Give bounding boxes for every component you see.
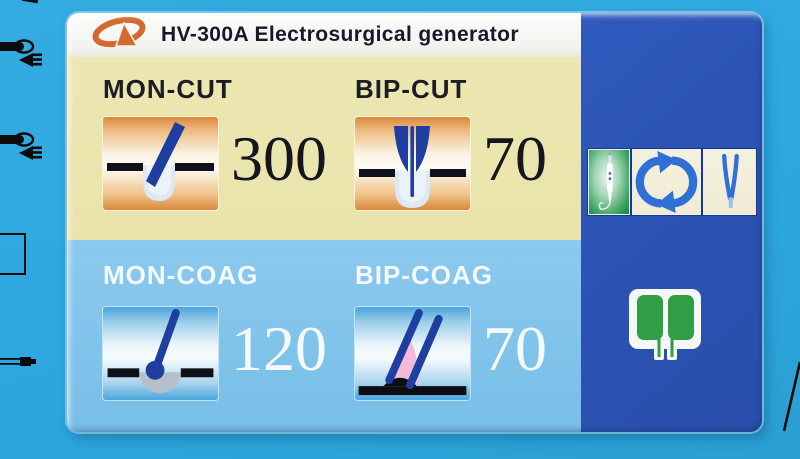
edge-mark-icon [21, 0, 39, 4]
mon-cut-value: 300 [231, 122, 327, 194]
display-side-panel [581, 13, 762, 432]
electrosurgical-pencil-icon[interactable] [588, 149, 630, 215]
needle-plug-icon [0, 355, 38, 374]
monopolar-socket-icon [0, 38, 49, 75]
device-title: HV-300A Electrosurgical generator [161, 23, 519, 46]
coag-section: MON-COAG 120 BIP-COAG [67, 240, 581, 432]
bipolar-coag-icon[interactable] [355, 307, 470, 400]
warning-triangle-partial-icon [781, 361, 800, 439]
display-main-area: HV-300A Electrosurgical generator MON-CU… [67, 13, 581, 432]
bip-cut-value: 70 [483, 122, 547, 194]
bip-coag-channel: BIP-COAG 70 [355, 260, 547, 400]
brand-swoosh-logo [91, 15, 149, 56]
partial-outline-icon [0, 233, 26, 275]
bip-cut-channel: BIP-CUT 70 [355, 74, 547, 210]
mon-coag-channel: MON-COAG 120 [103, 260, 327, 400]
cut-section: MON-CUT 300 BIP-CUT [67, 57, 581, 240]
bip-cut-label: BIP-CUT [355, 74, 468, 104]
patient-return-electrode-icon [627, 287, 703, 365]
mon-cut-label: MON-CUT [103, 74, 233, 104]
monopolar-cut-icon[interactable] [103, 117, 218, 210]
mon-coag-label: MON-COAG [103, 260, 259, 290]
mode-tiles [588, 149, 758, 215]
monopolar-coag-icon[interactable] [103, 307, 218, 400]
bipolar-forceps-icon[interactable] [703, 149, 756, 215]
bip-coag-label: BIP-COAG [355, 260, 493, 290]
display-screen: HV-300A Electrosurgical generator MON-CU… [67, 13, 762, 432]
display-header: HV-300A Electrosurgical generator [67, 13, 581, 57]
monopolar-socket-icon [0, 131, 49, 168]
mon-coag-value: 120 [231, 312, 327, 384]
bip-coag-value: 70 [483, 312, 547, 384]
mon-cut-channel: MON-CUT 300 [103, 74, 327, 210]
cycle-arrows-icon[interactable] [632, 149, 701, 215]
bipolar-cut-icon[interactable] [355, 117, 470, 210]
